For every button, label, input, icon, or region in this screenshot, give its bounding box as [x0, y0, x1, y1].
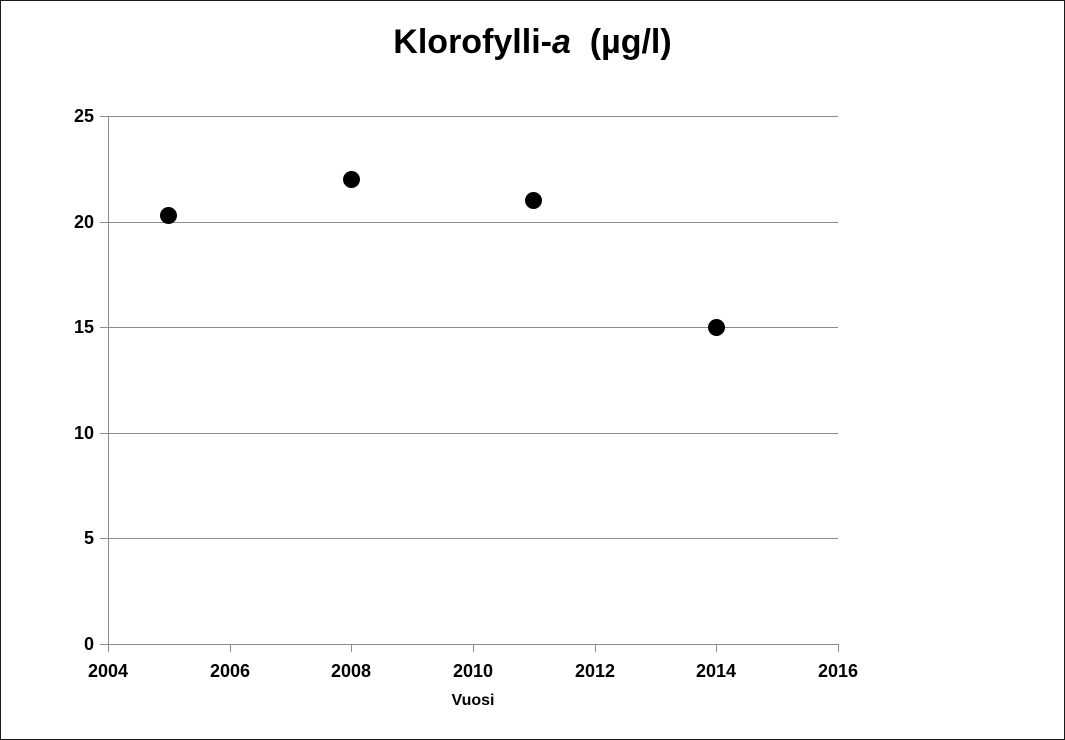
x-axis-tick-2010	[473, 644, 474, 652]
gridline-y-5	[108, 538, 838, 539]
x-tick-label-2014: 2014	[695, 661, 737, 681]
gridline-y-25	[108, 116, 838, 117]
x-tick-label-2016: 2016	[817, 661, 859, 681]
x-axis-tick-2008	[351, 644, 352, 652]
y-axis-tick-20	[100, 222, 108, 223]
x-tick-label-2010: 2010	[452, 661, 494, 681]
x-axis-tick-2006	[230, 644, 231, 652]
gridline-y-10	[108, 433, 838, 434]
chart-title-italic-a: a	[551, 23, 571, 61]
y-axis-tick-15	[100, 327, 108, 328]
x-axis-tick-2014	[716, 644, 717, 652]
y-tick-label-0: 0	[83, 634, 94, 654]
chart-title-prefix: Klorofylli-	[393, 23, 552, 61]
y-axis-tick-25	[100, 116, 108, 117]
y-tick-label-25: 25	[73, 106, 94, 126]
y-tick-label-15: 15	[73, 317, 94, 337]
y-tick-label-5: 5	[83, 528, 94, 548]
gridline-y-15	[108, 327, 838, 328]
chart-title: Klorofylli-a (µg/l)	[1, 23, 1064, 62]
x-axis-tick-2004	[108, 644, 109, 652]
gridline-y-20	[108, 222, 838, 223]
chart-title-suffix: (µg/l)	[570, 23, 672, 61]
plot-area: 0 5 10 15 20 25 2004 2006 2008 2010 2012 2014 2016	[74, 106, 858, 681]
y-axis-tick-0	[100, 644, 108, 645]
y-axis-tick-10	[100, 433, 108, 434]
x-tick-label-2006: 2006	[209, 661, 251, 681]
data-point-2011	[525, 191, 543, 209]
y-tick-label-10: 10	[73, 423, 94, 443]
x-tick-label-2004: 2004	[87, 661, 129, 681]
y-axis-tick-5	[100, 538, 108, 539]
x-axis-tick-2016	[838, 644, 839, 652]
data-point-2014	[707, 318, 725, 336]
data-point-2005	[160, 206, 178, 224]
y-axis-line	[108, 116, 109, 652]
y-tick-label-20: 20	[73, 212, 94, 232]
x-axis-tick-2012	[595, 644, 596, 652]
x-tick-label-2008: 2008	[330, 661, 372, 681]
x-tick-label-2012: 2012	[574, 661, 616, 681]
x-axis-title: Vuosi	[451, 692, 495, 709]
data-point-2008	[342, 170, 360, 188]
